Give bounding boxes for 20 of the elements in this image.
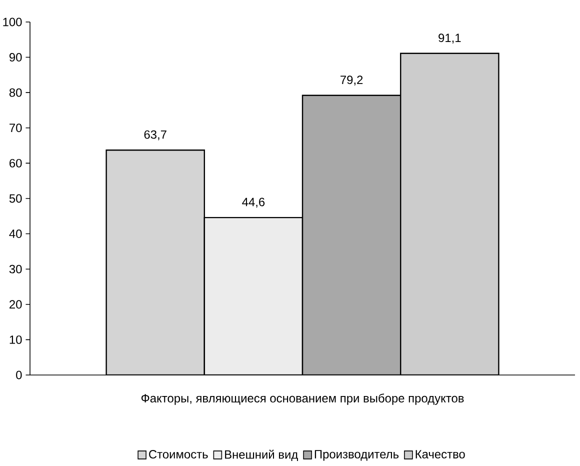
y-tick-label: 30 [9, 264, 22, 274]
y-tick-label: 10 [10, 335, 22, 344]
legend-label: Качество [416, 450, 465, 458]
y-tick-label: 50 [9, 194, 22, 203]
data-label: 79,2 [340, 76, 363, 86]
y-tick-label: 60 [10, 158, 22, 168]
y-tick-label: 20 [10, 300, 22, 309]
legend-label: Стоимость [149, 450, 208, 458]
data-label: 44,6 [242, 198, 265, 208]
legend-label: Внешний вид [225, 450, 298, 462]
data-label: 63,7 [144, 130, 166, 140]
y-tick-label: 90 [10, 53, 22, 62]
y-tick-label: 80 [9, 88, 22, 97]
y-tick-label: 70 [10, 124, 22, 132]
y-tick-label: 0 [16, 370, 22, 380]
y-tick-label: 100 [3, 18, 22, 26]
y-tick-label: 40 [9, 230, 22, 238]
data-label: 91,1 [438, 34, 461, 44]
x-axis-title: Факторы, являющиеся основанием при выборе продуктов [141, 394, 464, 405]
legend-label: Производитель [314, 450, 399, 461]
